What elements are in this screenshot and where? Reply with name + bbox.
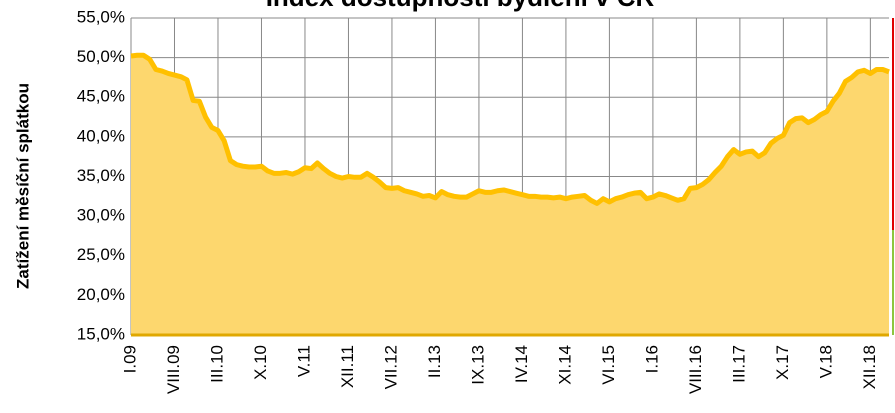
x-tick-label: IV.14 bbox=[512, 345, 531, 383]
x-tick-label: XII.11 bbox=[338, 345, 357, 388]
x-tick-label: X.10 bbox=[251, 345, 270, 380]
y-tick-label: 50,0% bbox=[77, 47, 125, 66]
x-tick-label: VIII.16 bbox=[686, 345, 705, 394]
y-tick-label: 15,0% bbox=[77, 324, 125, 343]
y-tick-label: 35,0% bbox=[77, 166, 125, 185]
y-tick-label: 25,0% bbox=[77, 245, 125, 264]
x-tick-label: VI.15 bbox=[599, 345, 618, 385]
x-tick-label: V.11 bbox=[294, 345, 313, 377]
y-tick-label: 45,0% bbox=[77, 87, 125, 106]
x-tick-label: II.13 bbox=[425, 345, 444, 378]
y-axis-label: Zatížení měsíční splátkou bbox=[13, 83, 32, 289]
y-tick-label: 20,0% bbox=[77, 285, 125, 304]
x-tick-label: XI.14 bbox=[555, 345, 574, 385]
x-tick-label: V.18 bbox=[816, 345, 835, 378]
x-tick-label: VII.12 bbox=[381, 345, 400, 389]
x-tick-label: I.16 bbox=[642, 345, 661, 373]
x-tick-label: IX.13 bbox=[468, 345, 487, 385]
y-tick-label: 30,0% bbox=[77, 206, 125, 225]
chart-title: Index dostupnosti bydlení v ČR bbox=[266, 0, 655, 12]
x-tick-label: X.17 bbox=[773, 345, 792, 380]
x-tick-label: I.09 bbox=[120, 345, 139, 373]
line bbox=[130, 52, 890, 206]
area bbox=[131, 55, 889, 336]
y-tick-label: 55,0% bbox=[77, 7, 125, 26]
x-tick-label: III.17 bbox=[729, 345, 748, 383]
x-tick-label: III.10 bbox=[207, 345, 226, 383]
y-tick-label: 40,0% bbox=[77, 126, 125, 145]
x-tick-label: XII.18 bbox=[860, 345, 879, 389]
x-tick-label: VIII.09 bbox=[164, 345, 183, 394]
